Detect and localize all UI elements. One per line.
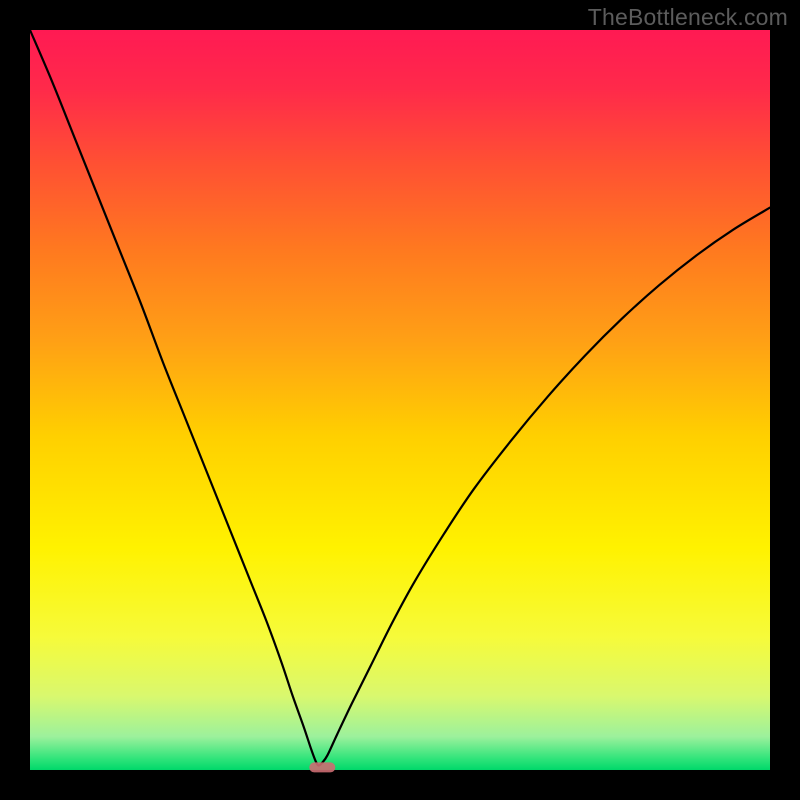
- chart-stage: TheBottleneck.com: [0, 0, 800, 800]
- minimum-marker: [309, 762, 335, 772]
- watermark-text: TheBottleneck.com: [588, 4, 788, 31]
- plot-background: [30, 30, 770, 770]
- bottleneck-chart: [0, 0, 800, 800]
